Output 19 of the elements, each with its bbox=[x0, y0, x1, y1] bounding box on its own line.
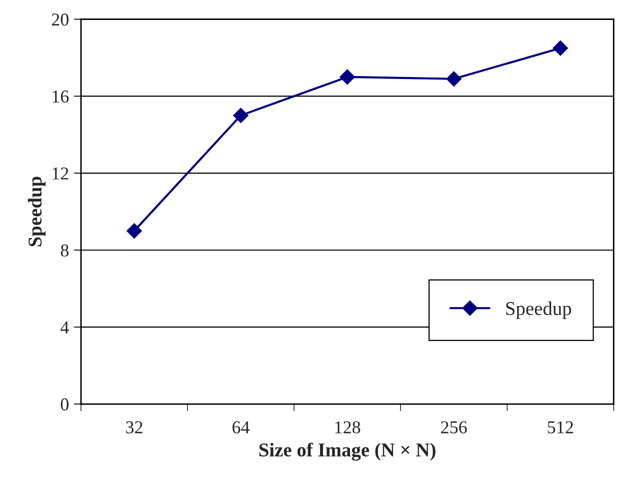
x-axis-title: Size of Image (N × N) bbox=[259, 442, 436, 461]
point bbox=[340, 69, 355, 85]
x-tick-label: 512 bbox=[548, 421, 573, 434]
y-tick-label: 16 bbox=[52, 90, 69, 103]
point bbox=[233, 108, 248, 124]
x-tick-label: 64 bbox=[232, 421, 250, 434]
y-axis-title: Speedup bbox=[28, 176, 46, 246]
x-tick-label: 32 bbox=[126, 421, 142, 434]
legend-label: Speedup bbox=[506, 301, 572, 320]
point bbox=[552, 40, 568, 56]
point bbox=[126, 223, 142, 238]
y-tick-label: 20 bbox=[52, 13, 68, 26]
y-tick-label: 8 bbox=[60, 244, 68, 257]
x-tick-label: 256 bbox=[441, 421, 467, 434]
point bbox=[446, 71, 462, 86]
y-tick-label: 12 bbox=[52, 167, 68, 180]
y-tick-label: 0 bbox=[60, 398, 68, 410]
x-tick-label: 128 bbox=[335, 421, 360, 434]
y-tick-label: 4 bbox=[60, 321, 69, 334]
